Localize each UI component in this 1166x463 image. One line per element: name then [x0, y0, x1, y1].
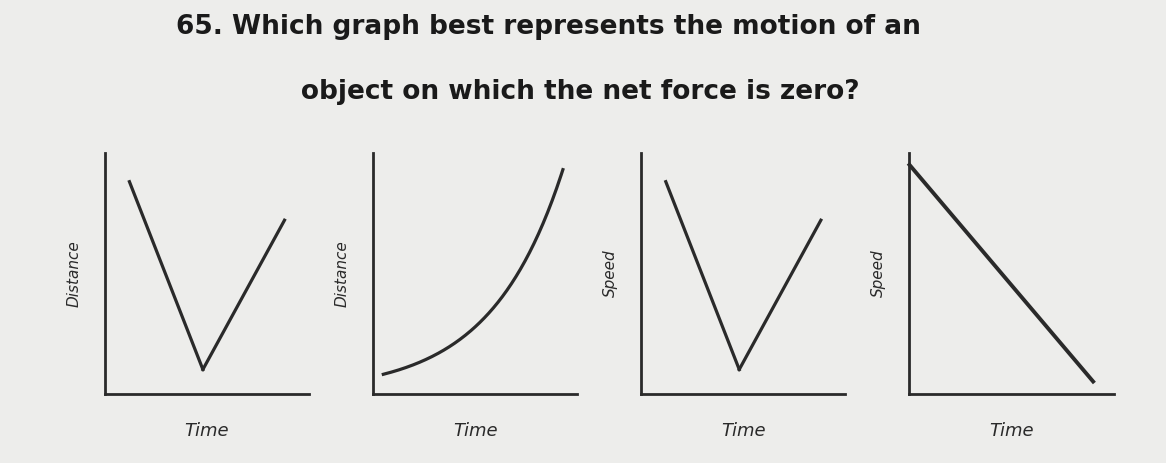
Text: Speed: Speed: [871, 250, 886, 297]
Text: Speed: Speed: [603, 250, 618, 297]
Text: Distance: Distance: [66, 240, 82, 307]
Text: Time: Time: [452, 422, 498, 440]
Text: Time: Time: [989, 422, 1034, 440]
Text: 65. Which graph best represents the motion of an: 65. Which graph best represents the moti…: [176, 14, 920, 40]
Text: Time: Time: [184, 422, 230, 440]
Text: Time: Time: [721, 422, 766, 440]
Text: object on which the net force is zero?: object on which the net force is zero?: [237, 79, 859, 105]
Text: Distance: Distance: [335, 240, 350, 307]
